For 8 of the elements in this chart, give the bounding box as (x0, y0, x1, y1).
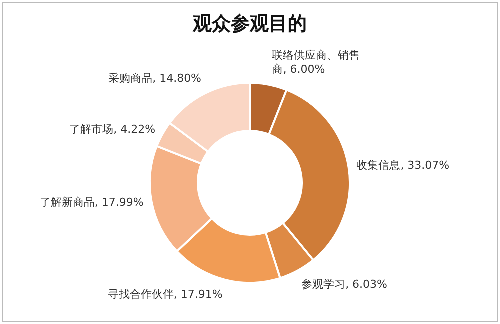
slice-label: 联络供应商、销售商, 6.00% (272, 48, 362, 77)
slice-label: 了解新商品, 17.99% (40, 196, 144, 210)
slice-label: 收集信息, 33.07% (356, 159, 450, 174)
slice-label: 了解市场, 4.22% (70, 123, 156, 138)
slice-label: 采购商品, 14.80% (108, 72, 202, 86)
chart-title: 观众参观目的 (192, 12, 308, 37)
slice-label: 参观学习, 6.03% (302, 278, 388, 292)
slice-label: 寻找合作伙伴, 17.91% (108, 288, 223, 302)
